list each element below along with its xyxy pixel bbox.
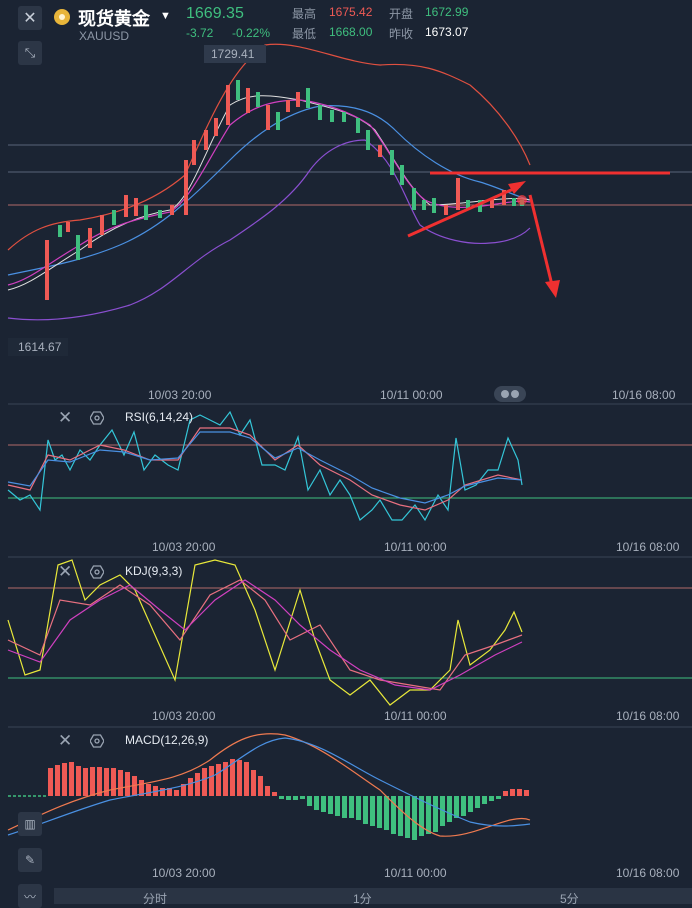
pencil-icon[interactable]: ✎	[18, 848, 42, 872]
trend-arrow-head	[508, 181, 526, 194]
shrink-icon[interactable]: ⤡	[18, 41, 42, 65]
close-icon[interactable]: ✕	[58, 731, 73, 750]
x-tick: 10/03 20:00	[152, 540, 216, 554]
chevron-down-icon[interactable]: ▼	[160, 10, 171, 22]
header-bar: ✕ 现货黄金 ▼ XAUUSD 1669.35 -3.72 -0.22% 最高 …	[0, 0, 692, 44]
gold-coin-icon	[54, 9, 70, 25]
period-tab[interactable]: 分时	[143, 892, 168, 906]
max-label-bg	[204, 45, 266, 63]
close-icon[interactable]: ✕	[58, 408, 73, 427]
macd-histogram	[48, 759, 529, 840]
x-tick: 10/16 08:00	[616, 709, 680, 723]
close-icon[interactable]: ✕	[58, 562, 73, 581]
indicator-icon[interactable]: ▥	[18, 812, 42, 836]
kdj-k-line	[7, 579, 523, 691]
x-tick: 10/16 08:00	[612, 388, 676, 402]
prev-close-value: 1673.07	[425, 25, 469, 39]
rsi6-line	[7, 410, 523, 522]
high-value: 1675.42	[329, 5, 373, 19]
price-change: -3.72	[186, 26, 214, 40]
down-arrow-head	[545, 280, 560, 298]
min-label-bg	[8, 338, 68, 356]
low-value: 1668.00	[329, 25, 373, 39]
kdj-d-line	[7, 579, 523, 691]
rsi-label[interactable]: RSI(6,14,24)	[125, 410, 194, 424]
settings-hex-icon[interactable]	[90, 411, 104, 425]
low-label: 最低	[292, 27, 317, 41]
x-tick: 10/11 00:00	[384, 709, 447, 723]
period-bar	[54, 888, 692, 904]
trend-arrow-line	[407, 184, 521, 238]
kdj-j-line	[7, 559, 523, 706]
max-price-label: 1729.41	[211, 47, 255, 61]
kdj-label[interactable]: KDJ(9,3,3)	[125, 564, 183, 578]
open-value: 1672.99	[425, 5, 469, 19]
last-price-dot	[517, 195, 527, 205]
boll-middle-line	[7, 105, 531, 276]
line-chart-icon[interactable]: 〰	[18, 884, 42, 908]
x-tick: 10/16 08:00	[616, 866, 680, 880]
settings-hex-icon[interactable]	[90, 734, 104, 748]
macd-label[interactable]: MACD(12,26,9)	[125, 733, 209, 747]
boll-upper-line	[7, 43, 531, 251]
instrument-title[interactable]: 现货黄金	[78, 9, 150, 29]
last-price: 1669.35	[186, 5, 244, 22]
candles	[45, 80, 524, 300]
period-tab[interactable]: 1分	[353, 892, 372, 906]
price-change-pct: -0.22%	[232, 26, 271, 40]
close-icon[interactable]: ✕	[18, 6, 42, 30]
open-label: 开盘	[389, 7, 414, 21]
ma-white-line	[7, 95, 531, 291]
prev-close-label: 昨收	[389, 27, 414, 41]
rsi24-line	[7, 431, 523, 504]
x-tick: 10/03 20:00	[152, 866, 216, 880]
down-arrow-line	[528, 194, 554, 286]
x-tick: 10/03 20:00	[152, 709, 216, 723]
x-tick: 10/11 00:00	[384, 866, 447, 880]
chart-mode-toggle[interactable]	[494, 386, 526, 402]
macd-dea-line	[7, 737, 531, 836]
x-tick: 10/11 00:00	[384, 540, 447, 554]
high-label: 最高	[292, 7, 317, 21]
boll-lower-line	[7, 139, 531, 321]
x-tick: 10/16 08:00	[616, 540, 680, 554]
x-tick: 10/11 00:00	[380, 388, 443, 402]
period-tab[interactable]: 5分	[560, 892, 579, 906]
x-tick: 10/03 20:00	[148, 388, 212, 402]
settings-hex-icon[interactable]	[90, 565, 104, 579]
min-price-label: 1614.67	[18, 340, 62, 354]
instrument-symbol: XAUUSD	[79, 29, 130, 43]
